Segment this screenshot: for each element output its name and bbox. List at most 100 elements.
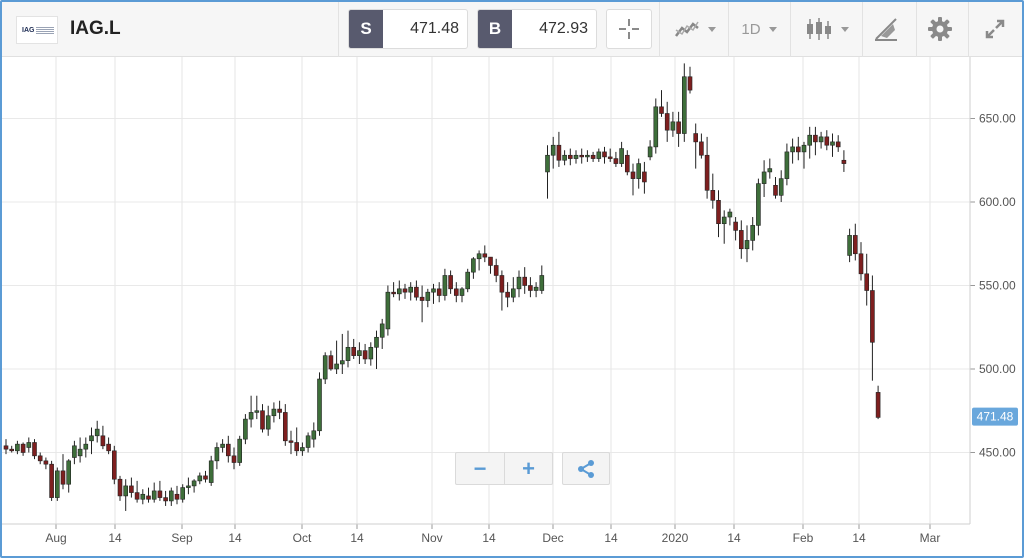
candle [89, 427, 94, 455]
candle-body-up [539, 275, 545, 291]
candle-body-up [778, 178, 784, 196]
candle-body-up [186, 485, 191, 488]
y-tick-label: 650.00 [979, 112, 1016, 126]
candle-body-down [414, 286, 419, 298]
candle-body-up [140, 493, 146, 500]
candle [328, 350, 334, 371]
timeframe-select[interactable]: 1D [732, 9, 786, 49]
candle-body-down [493, 265, 499, 276]
candle-body-up [151, 490, 157, 500]
company-logo: IAG [16, 16, 58, 44]
candle-body-down [659, 106, 664, 114]
candle-body-down [419, 296, 425, 301]
settings-button[interactable] [920, 9, 960, 49]
zoom-out-button[interactable]: − [473, 455, 487, 481]
candle [858, 242, 864, 281]
candle [567, 148, 573, 166]
candle-body-up [300, 447, 305, 452]
candle-body-up [89, 435, 94, 442]
chart-type-button[interactable] [796, 9, 858, 49]
candle [562, 150, 567, 166]
candle-body-down [391, 291, 396, 295]
expand-icon [985, 19, 1005, 39]
indicators-button[interactable] [666, 9, 724, 49]
candle-body-down [505, 291, 510, 298]
toolbar-divider [338, 2, 339, 57]
candle-body-down [37, 455, 43, 462]
draw-tools-button[interactable] [866, 9, 906, 49]
candle-body-down [117, 478, 123, 497]
candle [32, 439, 37, 460]
chart-toolbar: IAG IAG.L S 471.48 B 472.93 [2, 2, 1022, 57]
candle-body-up [636, 163, 642, 179]
candle-body-up [26, 442, 32, 448]
candle [414, 280, 419, 301]
toolbar-divider [728, 2, 729, 57]
candle-body-down [282, 412, 288, 442]
candle-body-down [676, 121, 681, 134]
candle-body-down [699, 141, 704, 156]
candle [875, 385, 881, 420]
candle [522, 267, 528, 294]
candle [852, 223, 858, 261]
candle-body-down [482, 253, 488, 258]
candle-body-up [357, 350, 362, 356]
candle [704, 136, 710, 199]
price-chart[interactable]: 650.00 600.00 550.00 500.00 450.00 Aug 14 Sep 1… [2, 57, 1022, 558]
logo-lines [36, 26, 55, 34]
candle [66, 459, 71, 493]
candle-body-down [260, 410, 265, 430]
candle [9, 445, 14, 453]
candle-body-up [83, 443, 89, 450]
last-price-tag [972, 407, 1018, 426]
candle-body-up [271, 408, 277, 417]
sell-price-button[interactable]: S 471.48 [348, 9, 468, 49]
candle [106, 437, 111, 455]
candle-body-down [499, 275, 505, 293]
candle-body-up [220, 443, 225, 448]
candle [710, 173, 716, 209]
candle [345, 330, 351, 368]
candle-body-up [191, 480, 197, 487]
candle [579, 148, 585, 164]
candle [282, 404, 288, 446]
candle-body-down [528, 285, 533, 291]
candle-body-down [43, 460, 49, 465]
candle [465, 268, 471, 293]
candle-body-down [20, 443, 26, 453]
candle [77, 437, 83, 463]
candle-body-down [835, 141, 841, 148]
candle [237, 435, 242, 466]
candle-body-down [773, 185, 778, 196]
x-tick-label: 14 [604, 531, 618, 545]
candle [265, 405, 271, 436]
share-button[interactable] [562, 452, 610, 485]
buy-price-button[interactable]: B 472.93 [477, 9, 597, 49]
sell-label: S [349, 10, 383, 48]
zoom-in-button[interactable]: + [504, 453, 552, 484]
logo-text: IAG [22, 26, 35, 34]
candle [607, 148, 613, 162]
candle-body-up [180, 487, 185, 500]
fullscreen-button[interactable] [974, 9, 1016, 49]
candle [493, 258, 499, 283]
candle [556, 131, 562, 167]
candle [260, 404, 265, 433]
share-icon [578, 459, 594, 478]
crosshair-button[interactable] [606, 9, 652, 49]
candle [630, 163, 636, 196]
candle [288, 430, 294, 455]
candle [26, 437, 32, 453]
candle [368, 342, 374, 366]
candle [756, 178, 761, 236]
x-tick-label: Dec [542, 531, 563, 545]
candle [642, 161, 647, 194]
candle [476, 250, 482, 271]
candle-body-down [813, 134, 818, 143]
y-tick-label: 450.00 [979, 446, 1016, 460]
candle [636, 158, 642, 189]
toolbar-divider [862, 2, 863, 57]
candle [619, 141, 624, 167]
candle [112, 445, 117, 485]
